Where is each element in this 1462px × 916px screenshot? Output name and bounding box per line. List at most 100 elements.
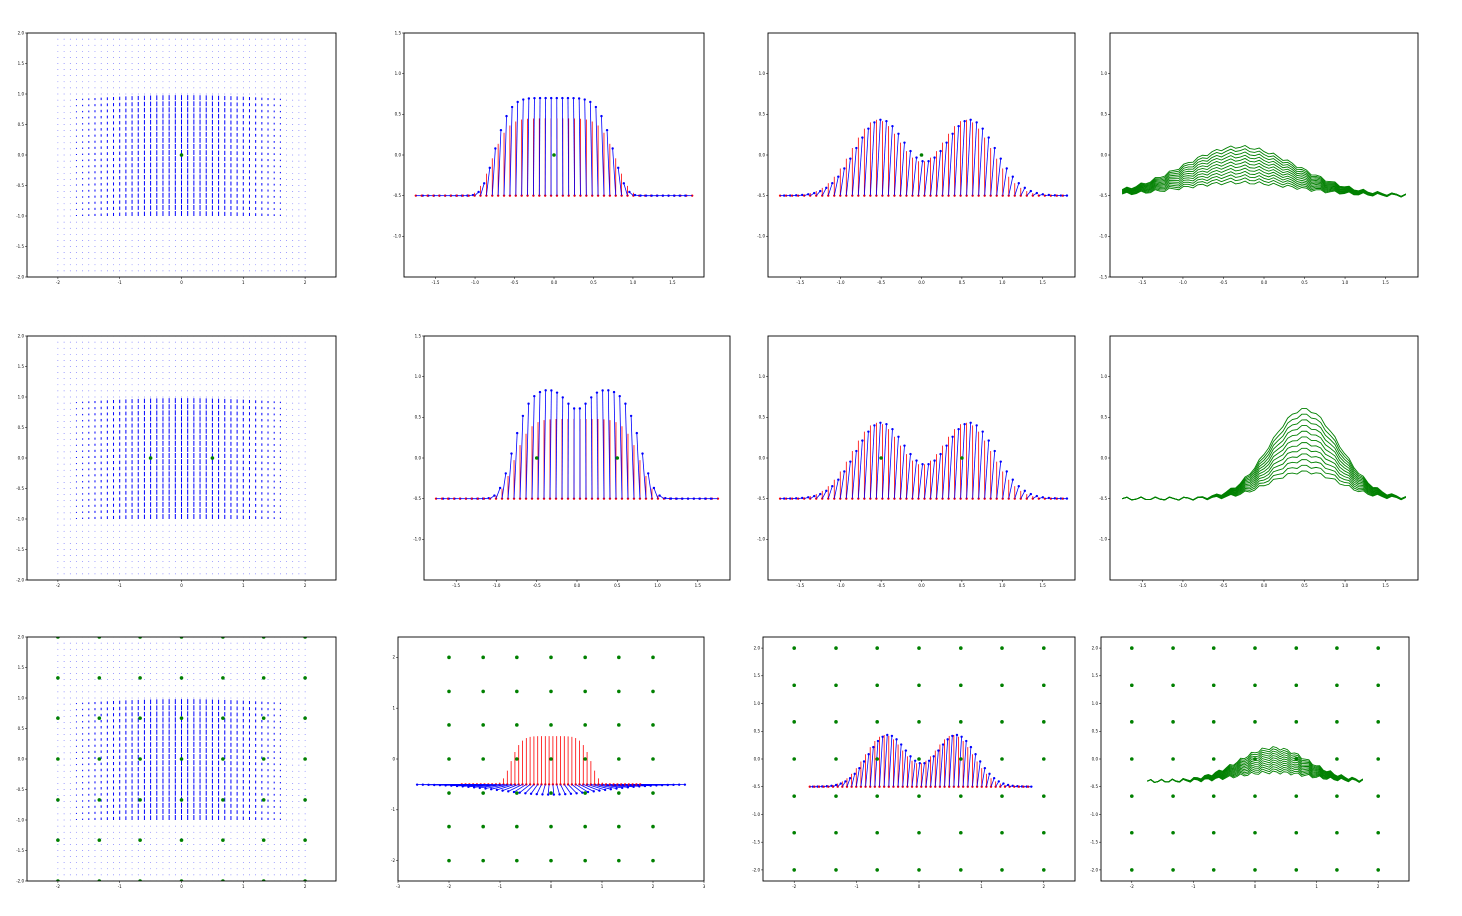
y-tick-label: -1.0 xyxy=(413,537,421,542)
field-dot xyxy=(63,728,65,729)
field-dot xyxy=(193,561,195,563)
field-dot xyxy=(76,530,77,532)
field-dot xyxy=(298,130,300,131)
field-dot xyxy=(212,258,213,260)
field-dot xyxy=(267,341,269,343)
end-point xyxy=(927,463,930,466)
end-point xyxy=(650,194,653,197)
field-dot xyxy=(63,654,65,656)
field-dot xyxy=(63,506,65,508)
field-dot xyxy=(286,445,287,447)
field-dot xyxy=(119,252,121,253)
field-dot xyxy=(88,685,90,687)
field-dot xyxy=(187,44,189,46)
field-dot xyxy=(137,654,139,656)
field-dot xyxy=(69,488,71,489)
field-dot xyxy=(69,825,71,827)
end-point xyxy=(885,119,888,123)
field-dot xyxy=(113,679,114,681)
end-point xyxy=(855,146,858,150)
field-dot xyxy=(106,549,108,550)
field-dot xyxy=(144,347,145,349)
field-dot xyxy=(94,50,96,52)
field-dot xyxy=(168,258,170,260)
field-dot xyxy=(156,341,158,343)
field-dot xyxy=(249,57,250,58)
field-dot xyxy=(57,264,59,266)
field-dot xyxy=(298,451,300,453)
field-dot xyxy=(230,390,232,392)
field-dot xyxy=(125,667,127,668)
field-dot xyxy=(267,353,269,355)
field-dot xyxy=(88,524,90,526)
end-point xyxy=(633,193,637,197)
field-dot xyxy=(298,573,300,575)
field-dot xyxy=(119,844,121,845)
field-dot xyxy=(286,154,287,156)
field-dot xyxy=(242,573,244,575)
field-dot xyxy=(57,124,59,125)
field-dot xyxy=(286,172,287,174)
field-dot xyxy=(292,536,294,538)
field-dot xyxy=(242,366,244,367)
blue-curve xyxy=(930,157,935,196)
field-dot xyxy=(88,825,90,827)
field-dot xyxy=(63,500,65,502)
blue-curve xyxy=(912,157,917,196)
field-dot xyxy=(168,264,170,266)
blue-curve xyxy=(573,98,575,196)
field-dot xyxy=(57,148,59,150)
field-dot xyxy=(304,372,306,373)
field-dot xyxy=(280,567,281,569)
field-dot xyxy=(100,543,102,544)
field-dot xyxy=(57,661,59,662)
field-dot xyxy=(292,240,294,241)
field-dot xyxy=(113,50,114,52)
field-dot xyxy=(69,524,71,526)
field-dot xyxy=(88,667,90,668)
field-dot xyxy=(224,240,226,241)
field-dot xyxy=(88,868,90,870)
panel-r1c2: -1.5 -1.0 -0.5 0.0 0.5 1.0 1.51.51.00.50.0-0.5… xyxy=(393,30,705,285)
field-dot xyxy=(286,549,287,550)
field-dot xyxy=(69,191,71,192)
field-dot xyxy=(242,378,244,380)
field-dot xyxy=(261,390,263,392)
field-dot xyxy=(131,685,133,687)
field-dot xyxy=(249,341,250,343)
field-dot xyxy=(100,573,102,575)
end-point xyxy=(652,486,656,490)
field-dot xyxy=(88,831,90,833)
field-dot xyxy=(113,549,114,550)
field-dot xyxy=(131,75,133,77)
field-dot xyxy=(304,148,306,150)
field-dot xyxy=(119,555,121,556)
field-dot xyxy=(57,421,59,422)
x-tick-label: -1 xyxy=(118,583,122,588)
field-dot xyxy=(125,862,127,864)
blue-curve xyxy=(613,392,617,499)
field-dot xyxy=(255,258,257,260)
field-dot xyxy=(304,573,306,575)
y-tick-label: 0.5 xyxy=(1101,415,1108,420)
field-dot xyxy=(162,543,164,544)
panel-r1c4: -1.5 -1.0 -0.5 0.0 0.5 1.0 1.51.00.50.0-0.5-1.… xyxy=(1099,32,1419,285)
field-dot xyxy=(286,124,287,125)
field-dot xyxy=(82,270,83,272)
field-dot xyxy=(100,366,102,367)
field-dot xyxy=(298,414,300,416)
field-dot xyxy=(69,240,71,241)
field-dot xyxy=(63,99,65,101)
x-tick-label: 1.0 xyxy=(654,583,661,588)
field-dot xyxy=(261,258,263,260)
field-dot xyxy=(304,530,306,532)
field-dot xyxy=(69,246,71,247)
field-dot xyxy=(57,63,59,64)
field-dot xyxy=(156,543,158,544)
field-dot xyxy=(292,142,294,144)
field-dot xyxy=(76,691,77,693)
field-dot xyxy=(100,868,102,870)
end-point xyxy=(993,146,996,150)
end-point xyxy=(969,421,972,424)
field-dot xyxy=(292,414,294,416)
